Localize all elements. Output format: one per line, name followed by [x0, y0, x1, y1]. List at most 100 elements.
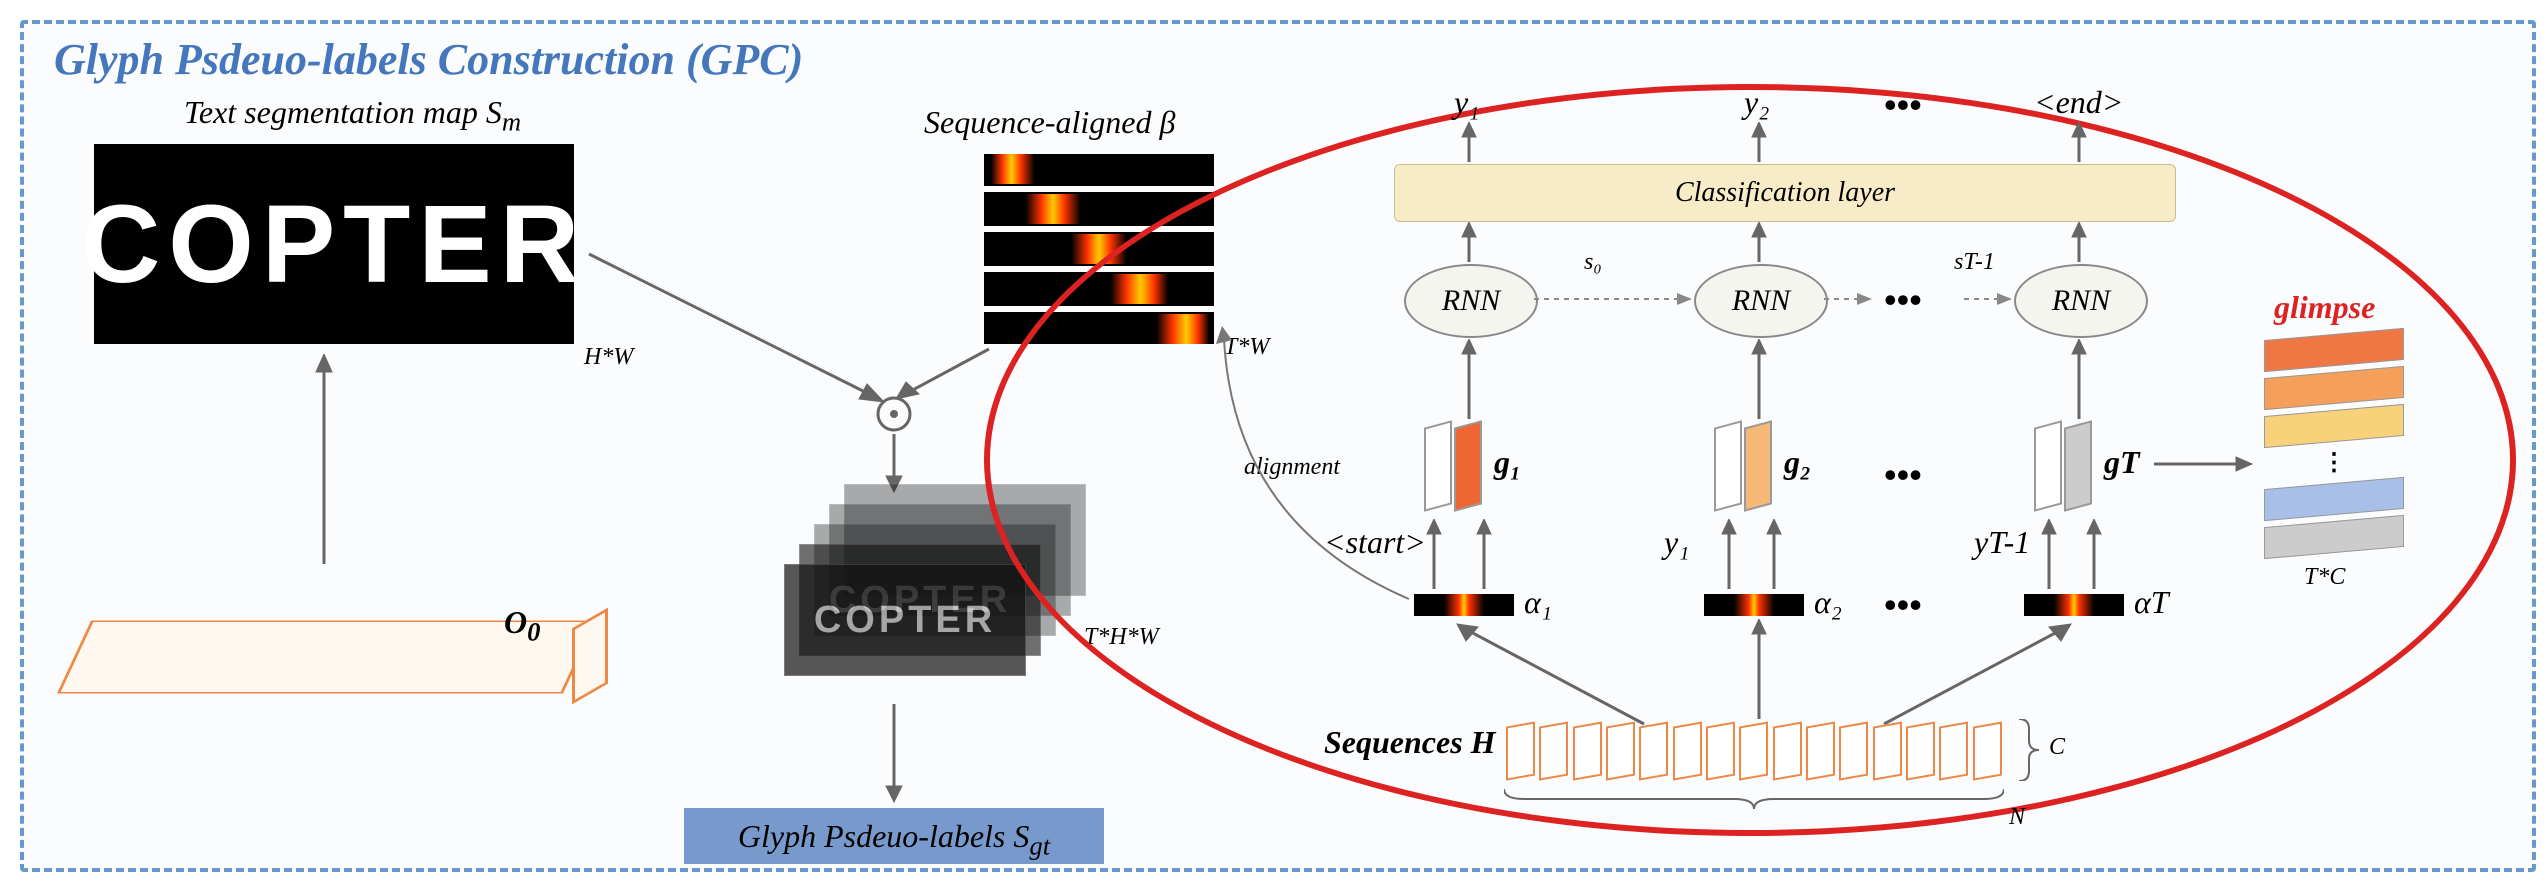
text-seg-label-text: Text segmentation map S: [184, 94, 502, 130]
token-g2: [1714, 424, 1794, 524]
o0-text: O: [504, 604, 527, 640]
gt-text: Glyph Psdeuo-labels S: [738, 818, 1030, 854]
glimpse-bar: [2264, 366, 2404, 410]
stack-copter: COPTER COPTER: [784, 484, 1054, 684]
copter-text: COPTER: [81, 181, 587, 308]
arrow-copter-to-had: [584, 244, 904, 424]
seq-h-bar: [1539, 721, 1568, 780]
alpha-2: [1704, 594, 1804, 616]
glimpse-bar: [2264, 404, 2404, 448]
y1-in: y₁: [1664, 524, 1689, 561]
cube-start: [1424, 420, 1452, 512]
arrow-sT1b: [1824, 289, 1874, 319]
s0-label: s₀: [1584, 249, 1602, 276]
tc-label: T*C: [2304, 564, 2345, 591]
arrow-H-aT: [1874, 619, 2074, 729]
seq-h-bar: [1773, 721, 1802, 780]
rnn-1: RNN: [1404, 264, 1538, 338]
seq-beta-img: [984, 154, 1214, 344]
c-brace: [2014, 719, 2044, 781]
cube-y1: [1714, 420, 1742, 512]
seq-beta-row: [984, 234, 1214, 264]
c-label: C: [2049, 734, 2065, 761]
thw-label: T*H*W: [1084, 624, 1159, 651]
arrow-aT-g2: [2084, 519, 2114, 594]
arrow-aT-g: [2039, 519, 2069, 594]
end-out: <end>: [2034, 84, 2123, 121]
token-g1: [1424, 424, 1504, 524]
seq-beta-row: [984, 314, 1214, 344]
seq-h-bar: [1939, 721, 1968, 780]
seq-beta-row: [984, 154, 1214, 184]
token-gT: [2034, 424, 2114, 524]
diagram-container: Glyph Psdeuo-labels Construction (GPC) T…: [20, 20, 2536, 872]
main-title: Glyph Psdeuo-labels Construction (GPC): [54, 34, 803, 85]
seq-h-bar: [1573, 721, 1602, 780]
seq-h: [1504, 724, 2004, 784]
seq-h-bar: [1973, 721, 2002, 780]
arrow-g2-rnn: [1749, 339, 1779, 424]
text-seg-label-sub: m: [502, 106, 521, 136]
alpha-T: [2024, 594, 2124, 616]
glimpse-label: glimpse: [2274, 289, 2375, 326]
seq-beta-gap: [984, 306, 1214, 312]
stack-layer: COPTER: [784, 564, 1026, 676]
y1-out: y₁: [1454, 84, 1479, 121]
arrow-sT1: [1964, 289, 2014, 319]
seq-beta-gap: [984, 186, 1214, 192]
o0-label: O0: [504, 604, 540, 647]
arrow-y2: [1749, 122, 1779, 167]
n-brace: [1504, 784, 2004, 814]
yT1-in: yT-1: [1974, 524, 2030, 561]
alignment-curve: [1214, 324, 1414, 604]
rnn-T: RNN: [2014, 264, 2148, 338]
arrow-slab-to-copter: [304, 354, 344, 574]
arrow-s0: [1534, 289, 1694, 319]
n-label: N: [2009, 804, 2025, 831]
o0-sub: 0: [527, 616, 540, 646]
arrow-rnn2-cls: [1749, 222, 1779, 267]
a2-label: α₂: [1814, 584, 1842, 621]
arrow-gT-rnn: [2069, 339, 2099, 424]
arrow-a1-g: [1424, 519, 1454, 594]
seq-h-bar: [1806, 721, 1835, 780]
arrow-a2-g: [1719, 519, 1749, 594]
gt-label: Glyph Psdeuo-labels Sgt: [684, 808, 1104, 864]
gt-sub: gt: [1029, 830, 1050, 860]
arrow-a1-g2: [1474, 519, 1504, 594]
alpha-1: [1414, 594, 1514, 616]
arrow-rnn1-cls: [1459, 222, 1489, 267]
arrow-rnnT-cls: [2069, 222, 2099, 267]
arrow-y1: [1459, 122, 1489, 167]
gT-label: gT: [2104, 444, 2140, 481]
seq-beta-gap: [984, 266, 1214, 272]
seq-beta-gap: [984, 226, 1214, 232]
arrow-H-a2: [1749, 619, 1779, 724]
y2-out: y₂: [1744, 84, 1769, 121]
g1-label: g₁: [1494, 444, 1521, 481]
glimpse-bar: [2264, 328, 2404, 372]
arrow-end: [2069, 122, 2099, 167]
hadamard-icon: [874, 394, 914, 434]
sT1-label: sT-1: [1954, 249, 1995, 276]
seq-h-bar: [1673, 721, 1702, 780]
glimpse-bar: [2264, 515, 2404, 559]
rnn-2: RNN: [1694, 264, 1828, 338]
cube-gT: [2064, 420, 2092, 512]
glimpse-dots: ⋮: [2264, 448, 2404, 477]
seq-h-bar: [1873, 721, 1902, 780]
dots-g: •••: [1884, 454, 1922, 496]
arrow-a2-g2: [1764, 519, 1794, 594]
seq-h-bar: [1706, 721, 1735, 780]
seq-beta-row: [984, 194, 1214, 224]
seq-h-bar: [1739, 721, 1768, 780]
a1-label: α₁: [1524, 584, 1552, 621]
copter-image: COPTER: [94, 144, 574, 344]
dots-out: •••: [1884, 84, 1922, 126]
seq-h-bar: [1606, 721, 1635, 780]
arrow-stack-to-gt: [884, 704, 924, 804]
seq-h-bar: [1639, 721, 1668, 780]
arrow-H-a1: [1454, 619, 1654, 729]
cube-g1: [1454, 420, 1482, 512]
seq-h-bar: [1839, 721, 1868, 780]
